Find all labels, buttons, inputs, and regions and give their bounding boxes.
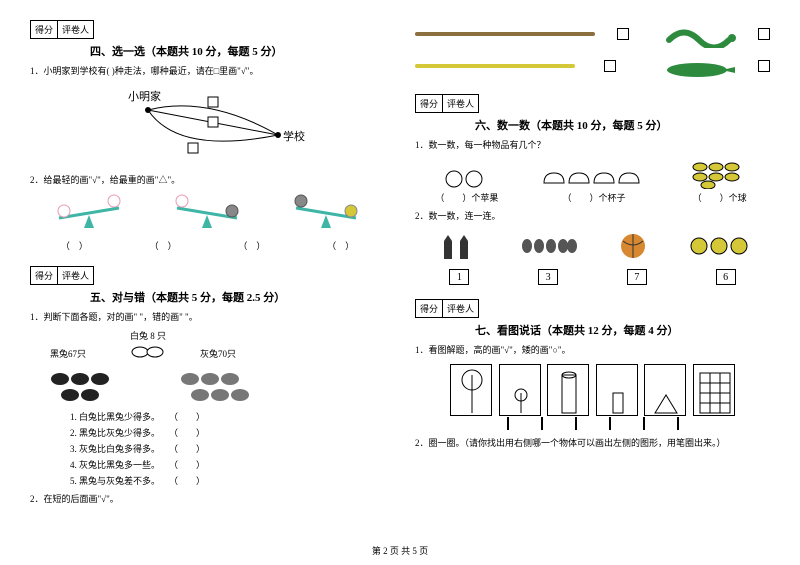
score-box-s6: 得分 评卷人 — [415, 94, 479, 113]
q6-1-text: 1．数一数，每一种物品有几个？ — [415, 139, 770, 153]
q6-2-text: 2．数一数，连一连。 — [415, 210, 770, 224]
score-box-s7: 得分 评卷人 — [415, 299, 479, 318]
seesaw-3 — [286, 193, 366, 233]
q4-2-text: 2．给最轻的画"√"，给最重的画"△"。 — [30, 174, 385, 188]
section-5-title: 五、对与错（本题共 5 分，每题 2.5 分） — [90, 289, 385, 305]
check-box[interactable] — [604, 60, 616, 72]
connect-nums: 1 3 7 6 — [415, 269, 770, 285]
seesaw-row — [30, 193, 385, 233]
score-box-s4: 得分 评卷人 — [30, 20, 94, 39]
crocodile-icon — [657, 52, 737, 80]
route-diagram: 小明家 学校 // inline text set after JSON loa… — [30, 85, 385, 168]
check-box[interactable] — [758, 60, 770, 72]
page-footer: 第 2 页 共 5 页 — [0, 544, 800, 557]
q5-1-text: 1．判断下面各题，对的画" "，错的画" "。 — [30, 311, 385, 325]
tall-short-pics — [415, 362, 770, 418]
seesaw-2 — [167, 193, 247, 233]
tall-short-checks — [415, 418, 770, 429]
section-4-title: 四、选一选（本题共 10 分，每题 5 分） — [90, 43, 385, 59]
check-box[interactable] — [758, 28, 770, 40]
section-6-title: 六、数一数（本题共 10 分，每题 5 分） — [475, 117, 770, 133]
score-label: 得分 — [31, 21, 58, 38]
seesaw-answers: （ ）（ ）（ ）（ ） — [30, 239, 385, 252]
q7-2-text: 2．圈一圈。（请你找出用右侧哪一个物体可以画出左侧的图形，用笔圈出来。） — [415, 437, 770, 451]
home-label: 小明家 — [128, 89, 161, 103]
score-box-s5: 得分 评卷人 — [30, 266, 94, 285]
section-7-title: 七、看图说话（本题共 12 分，每题 4 分） — [475, 322, 770, 338]
school-label: 学校 — [283, 129, 305, 143]
judge-list: 1. 白兔比黑兔少得多。 （ ） 2. 黑兔比灰兔少得多。 （ ） 3. 灰兔比… — [70, 409, 385, 490]
marker-label: 评卷人 — [58, 21, 93, 38]
q7-1-text: 1．看图解题，高的画"√"，矮的画"○"。 — [415, 344, 770, 358]
q4-1-text: 1．小明家到学校有( )种走法，哪种最近，请在□里画"√"。 — [30, 65, 385, 79]
q5-2-text: 2．在短的后面画"√"。 — [30, 493, 385, 507]
rabbit-diagram: 白兔 8 只 黑兔67只 灰兔70只 — [30, 329, 385, 409]
connect-pics — [415, 231, 770, 261]
check-box[interactable] — [617, 28, 629, 40]
stick-compare — [415, 20, 770, 80]
count-objects: （ ）个苹果 （ ）个杯子 — [415, 159, 770, 204]
snake-icon — [664, 20, 744, 48]
seesaw-1 — [49, 193, 129, 233]
